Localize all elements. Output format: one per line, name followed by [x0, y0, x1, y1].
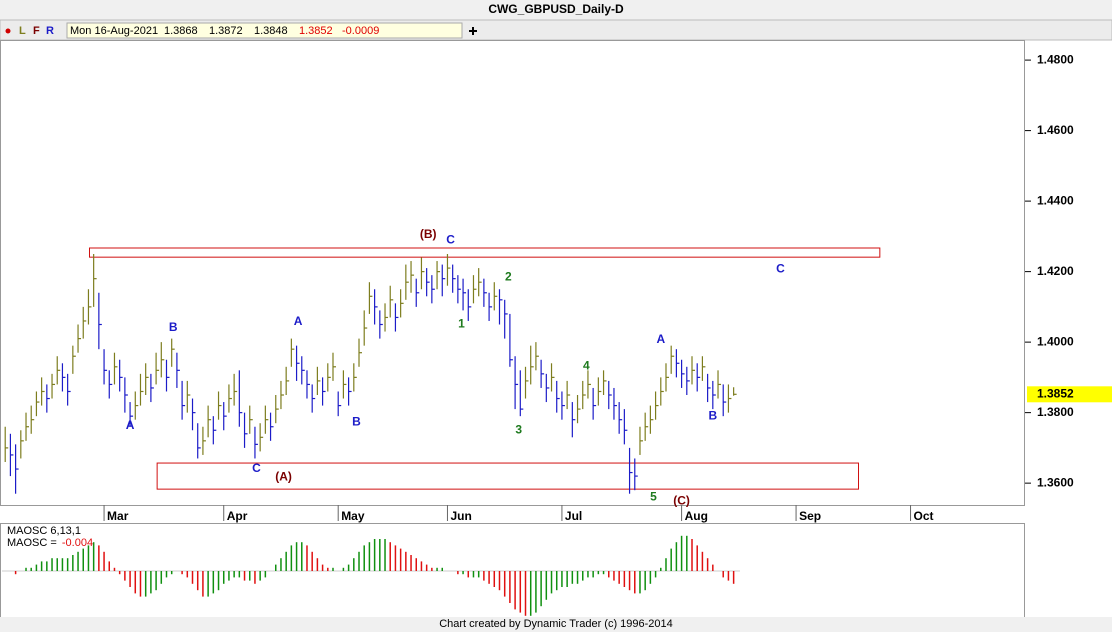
osc-title: MAOSC 6,13,1 — [7, 525, 81, 537]
wave-label: 5 — [650, 489, 657, 503]
wave-label: C — [252, 461, 261, 475]
info-date: Mon 16-Aug-2021 — [70, 25, 158, 37]
info-low: 1.3848 — [254, 25, 288, 37]
wave-label: C — [446, 232, 455, 246]
osc-caption: MAOSC = — [7, 537, 60, 549]
wave-label: 3 — [515, 422, 522, 436]
x-tick-label: Sep — [799, 509, 821, 523]
toolbar-button[interactable]: R — [46, 25, 54, 37]
y-tick-label: 1.4800 — [1037, 52, 1074, 66]
y-tick-label: 1.4200 — [1037, 264, 1074, 278]
x-tick-label: May — [341, 509, 365, 523]
zone — [88, 247, 881, 258]
y-tick-label: 1.4600 — [1037, 123, 1074, 137]
wave-label: (A) — [275, 469, 292, 483]
x-tick-label: Jun — [450, 509, 471, 523]
last-price-label: 1.3852 — [1037, 386, 1074, 400]
info-close: 1.3852 — [299, 25, 333, 37]
zone — [156, 462, 860, 490]
wave-label: 1 — [458, 316, 465, 330]
wave-label: 2 — [505, 269, 512, 283]
add-button[interactable] — [469, 27, 477, 35]
price-pane — [0, 40, 1025, 506]
last-price-box — [1027, 386, 1112, 403]
info-high: 1.3872 — [209, 25, 243, 37]
info-open: 1.3868 — [164, 25, 198, 37]
y-tick-label: 1.3600 — [1037, 475, 1074, 489]
wave-label: C — [776, 261, 785, 275]
wave-label: B — [169, 320, 178, 334]
wave-label: A — [294, 314, 303, 328]
wave-label: A — [126, 418, 135, 432]
status-bar — [0, 617, 1112, 632]
toolbar-button[interactable]: F — [33, 25, 40, 37]
plot-layer: 1.3600 1.3800 1.4000 1.4200 1.4400 1.4600 1.48… — [2, 52, 1112, 616]
x-tick-label: Mar — [107, 509, 129, 523]
window-title: CWG_GBPUSD_Daily-D — [488, 2, 624, 16]
info-change: -0.0009 — [342, 25, 379, 37]
status-dot — [5, 28, 11, 34]
wave-label: (C) — [673, 493, 690, 507]
x-tick-label: Apr — [227, 509, 248, 523]
wave-label: A — [656, 332, 665, 346]
title-bar — [0, 0, 1112, 20]
y-tick-label: 1.4400 — [1037, 193, 1074, 207]
footer: Chart created by Dynamic Trader (c) 1996… — [439, 618, 673, 630]
toolbar-button[interactable]: L — [19, 25, 26, 37]
wave-label: 4 — [583, 358, 590, 372]
wave-label: B — [708, 408, 717, 422]
y-tick-label: 1.4000 — [1037, 334, 1074, 348]
osc-value: -0.004 — [62, 537, 93, 549]
wave-label: B — [352, 414, 361, 428]
y-tick-label: 1.3800 — [1037, 405, 1074, 419]
x-tick-label: Jul — [565, 509, 582, 523]
wave-label: (B) — [420, 227, 437, 241]
x-tick-label: Aug — [685, 509, 708, 523]
x-tick-label: Oct — [914, 509, 934, 523]
info-box — [66, 22, 463, 39]
